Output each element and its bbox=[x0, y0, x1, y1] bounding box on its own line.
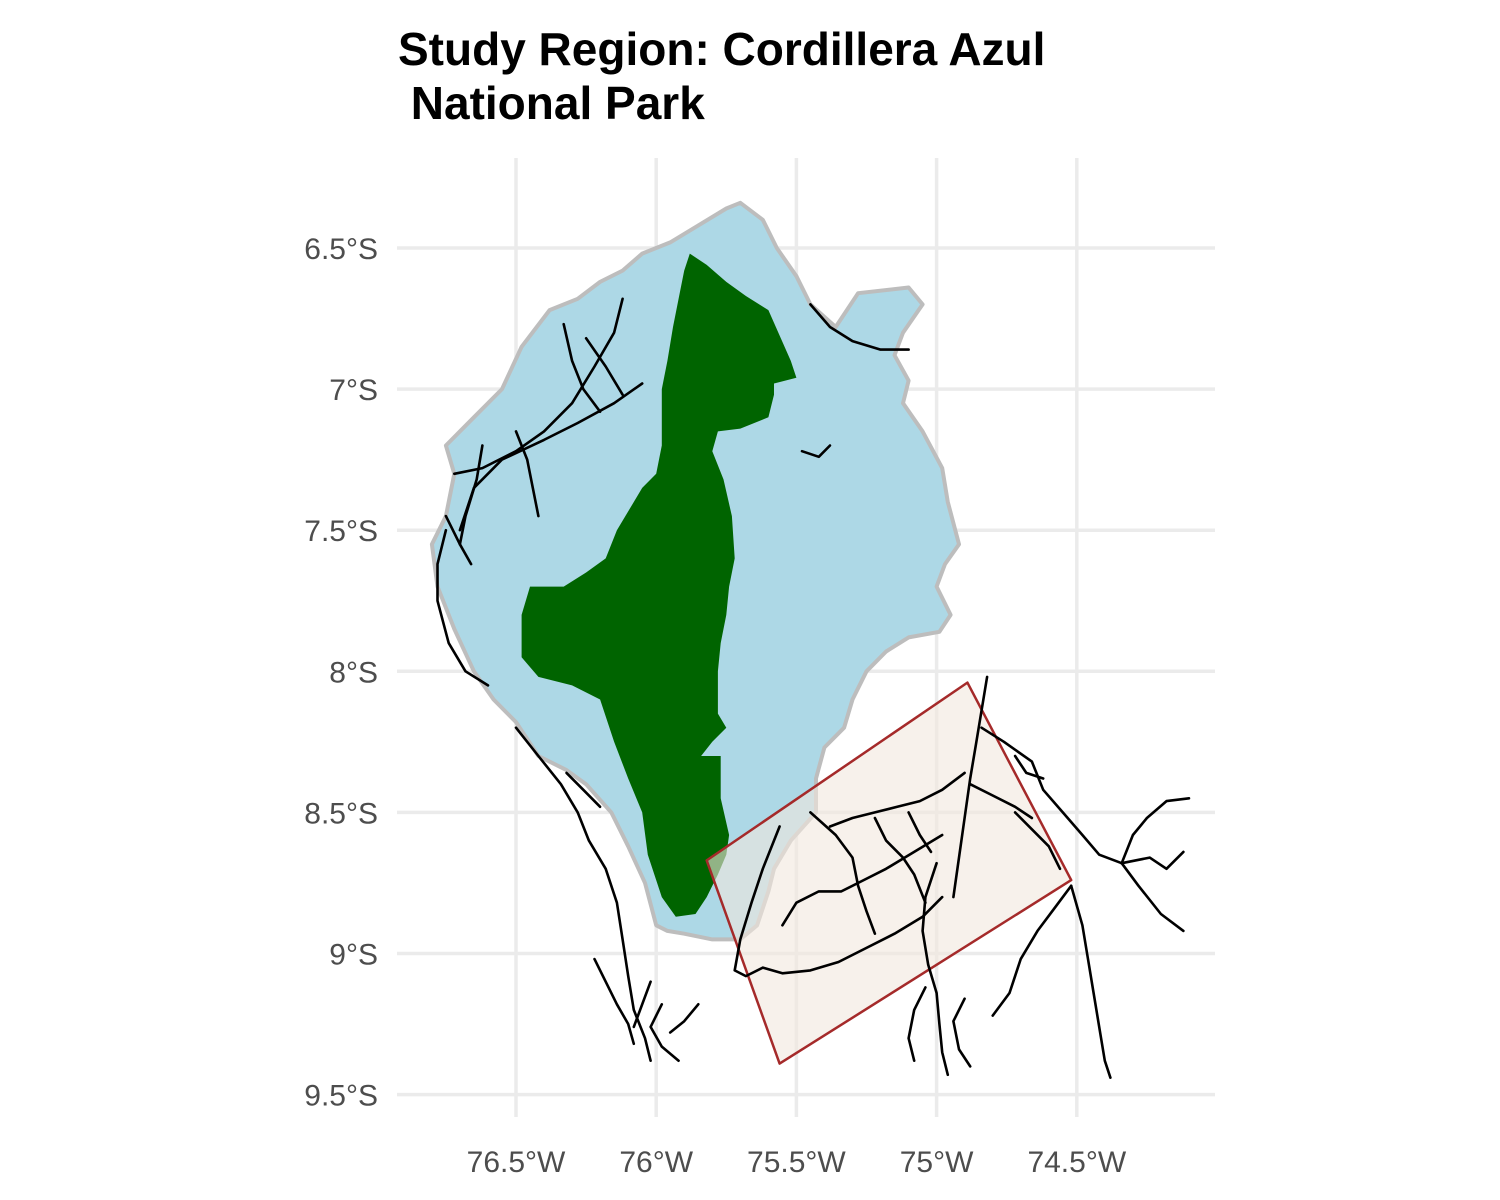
river-line-16 bbox=[828, 771, 966, 828]
river-line-3 bbox=[584, 337, 624, 396]
y-tick-label-6: 9.5°S bbox=[304, 1080, 378, 1113]
x-tick-label-4: 74.5°W bbox=[1027, 1146, 1126, 1179]
river-line-7 bbox=[444, 514, 473, 566]
river-line-21 bbox=[907, 986, 927, 1062]
river-line-5 bbox=[458, 444, 484, 546]
river-line-6 bbox=[436, 528, 490, 687]
river-line-8 bbox=[514, 726, 652, 1062]
y-tick-label-0: 6.5°S bbox=[304, 233, 378, 266]
x-tick-label-0: 76.5°W bbox=[467, 1146, 566, 1179]
river-line-23 bbox=[952, 675, 989, 899]
map-polygons bbox=[429, 200, 1073, 1065]
y-tick-label-1: 7°S bbox=[329, 374, 378, 407]
river-line-34 bbox=[809, 303, 910, 351]
river-line-9 bbox=[565, 771, 602, 809]
national-park-polygon bbox=[521, 253, 797, 917]
y-tick-label-3: 8°S bbox=[329, 656, 378, 689]
x-tick-label-3: 75°W bbox=[900, 1146, 974, 1179]
river-network bbox=[436, 297, 1191, 1079]
river-line-0 bbox=[453, 297, 624, 476]
river-line-12 bbox=[649, 1003, 680, 1062]
river-line-31 bbox=[1120, 850, 1185, 871]
river-line-32 bbox=[1013, 811, 1062, 871]
river-line-14 bbox=[733, 825, 944, 978]
river-line-29 bbox=[1120, 797, 1191, 865]
river-line-11 bbox=[632, 980, 652, 1029]
x-tick-label-1: 76°W bbox=[619, 1146, 693, 1179]
y-tick-label-4: 8.5°S bbox=[304, 797, 378, 830]
river-line-19 bbox=[907, 811, 933, 854]
river-line-20 bbox=[921, 861, 950, 1077]
river-line-33 bbox=[800, 444, 832, 459]
river-line-26 bbox=[1013, 754, 1045, 780]
river-line-17 bbox=[781, 833, 944, 927]
river-line-15 bbox=[809, 811, 877, 935]
map-title: Study Region: Cordillera Azul National P… bbox=[398, 23, 1046, 129]
river-line-22 bbox=[952, 997, 972, 1068]
river-line-18 bbox=[873, 816, 927, 904]
river-line-13 bbox=[668, 1003, 700, 1034]
x-tick-label-2: 75.5°W bbox=[747, 1146, 846, 1179]
study-area-box-polygon bbox=[705, 681, 1073, 1065]
river-line-30 bbox=[1120, 861, 1185, 933]
river-line-2 bbox=[562, 322, 602, 413]
river-line-28 bbox=[991, 884, 1073, 1017]
river-line-10 bbox=[593, 957, 636, 1046]
y-tick-label-2: 7.5°S bbox=[304, 515, 378, 548]
river-line-25 bbox=[980, 726, 1123, 865]
river-line-24 bbox=[968, 782, 1034, 820]
river-line-4 bbox=[514, 430, 540, 518]
y-tick-label-5: 9°S bbox=[329, 939, 378, 972]
river-line-27 bbox=[1069, 884, 1112, 1079]
axis-tick-labels: 76.5°W 76°W 75.5°W 75°W 74.5°W 6.5°S 7°S 7.5°S 8… bbox=[304, 233, 1127, 1179]
